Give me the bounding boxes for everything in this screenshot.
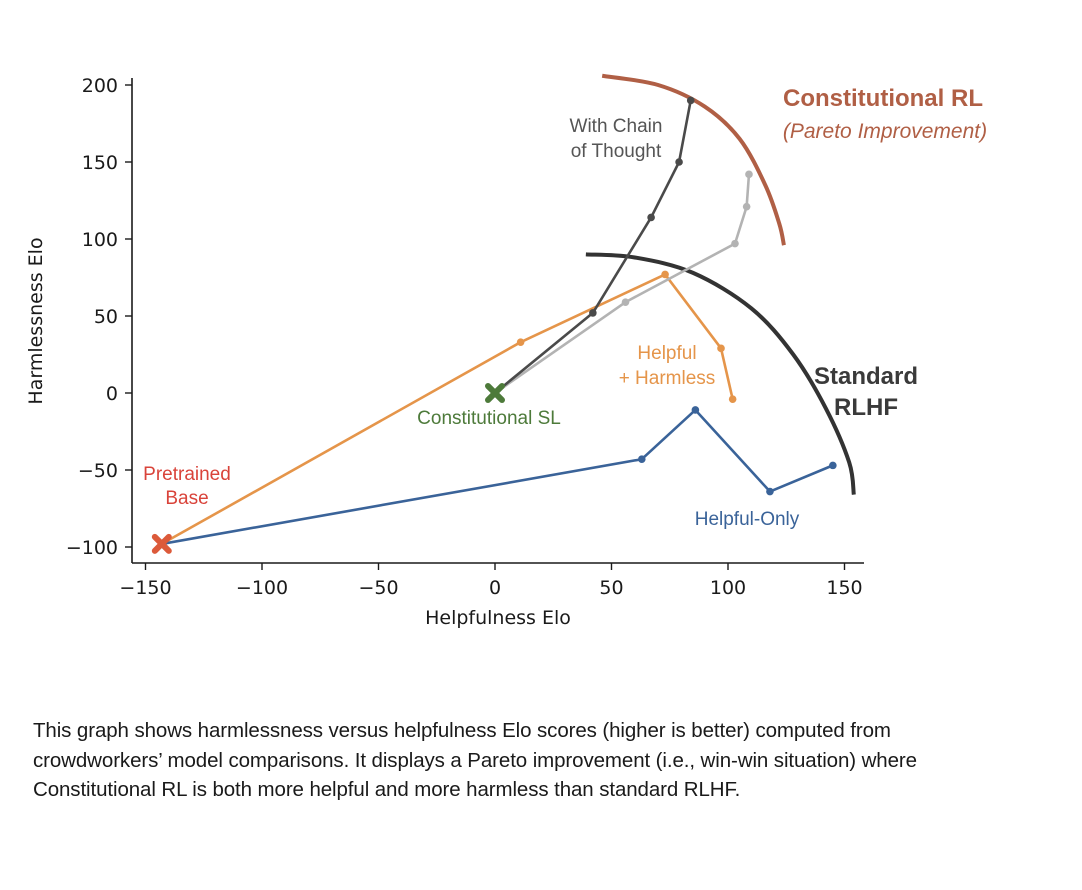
point-with-chain-of-thought: [589, 309, 597, 317]
point-helpful-only: [691, 406, 700, 414]
point-constitutional-rl: [731, 239, 739, 248]
caption: This graph shows harmlessness versus hel…: [33, 719, 917, 801]
x-tick-label: 100: [710, 577, 746, 599]
frontier-standard-rlhf: [585, 252, 856, 495]
point-helpful-harmless: [516, 338, 525, 346]
model-markers: [151, 383, 505, 554]
point-constitutional-rl: [742, 202, 751, 211]
point-constitutional-rl: [621, 298, 630, 306]
point-helpful-only: [766, 487, 774, 496]
y-tick-label: 0: [106, 383, 118, 405]
label-chain-of-thought-2: of Thought: [571, 141, 662, 162]
label-helpful-harmless-2: + Harmless: [619, 368, 716, 389]
x-axis-label: Helpfulness Elo: [425, 607, 571, 629]
label-constitutional-sl: Constitutional SL: [417, 408, 561, 429]
marker-pretrained-base: [151, 533, 172, 554]
x-tick-label: −100: [236, 577, 288, 599]
y-ticks: −100 −50 0 50 100 150 200: [66, 75, 132, 559]
label-standard-rlhf-1: Standard: [814, 363, 918, 390]
label-pretrained-base-1: Pretrained: [143, 464, 231, 485]
label-helpful-harmless-1: Helpful: [637, 343, 696, 364]
y-tick-label: 200: [82, 75, 118, 97]
point-helpful-harmless: [717, 344, 725, 353]
x-tick-label: 150: [826, 577, 862, 599]
point-with-chain-of-thought: [686, 96, 695, 105]
label-standard-rlhf-2: RLHF: [834, 394, 898, 421]
frontier-curves: [585, 73, 856, 495]
point-helpful-only: [637, 455, 646, 464]
y-tick-label: −50: [78, 460, 118, 482]
label-constitutional-rl: Constitutional RL: [783, 85, 983, 112]
frontier-constitutional-rl-pareto-improvement: [601, 73, 786, 246]
y-axis-label: Harmlessness Elo: [25, 237, 47, 404]
series-lines: [161, 96, 837, 546]
x-tick-label: 0: [489, 577, 501, 599]
point-helpful-harmless: [728, 395, 737, 403]
point-with-chain-of-thought: [675, 158, 683, 166]
label-chain-of-thought-1: With Chain: [570, 116, 663, 137]
y-tick-label: 100: [82, 229, 118, 251]
point-constitutional-rl: [745, 170, 753, 179]
x-ticks: −150 −100 −50 0 50 100 150: [119, 563, 863, 599]
label-helpful-only: Helpful-Only: [695, 509, 800, 530]
point-with-chain-of-thought: [647, 213, 655, 222]
x-tick-label: −50: [358, 577, 398, 599]
point-helpful-only: [829, 461, 837, 470]
y-tick-label: 50: [94, 306, 118, 328]
marker-constitutional-sl: [485, 383, 505, 403]
label-pretrained-base-2: Base: [165, 488, 208, 509]
x-tick-label: 50: [599, 577, 623, 599]
y-tick-label: 150: [82, 152, 118, 174]
x-tick-label: −150: [119, 577, 171, 599]
label-pareto-improvement: (Pareto Improvement): [783, 120, 987, 143]
elo-chart: −150 −100 −50 0 50 100 150 −100−50050100150200…: [25, 73, 987, 629]
y-tick-label: −100: [66, 537, 118, 559]
point-helpful-harmless: [661, 270, 669, 279]
axes: [131, 78, 864, 564]
